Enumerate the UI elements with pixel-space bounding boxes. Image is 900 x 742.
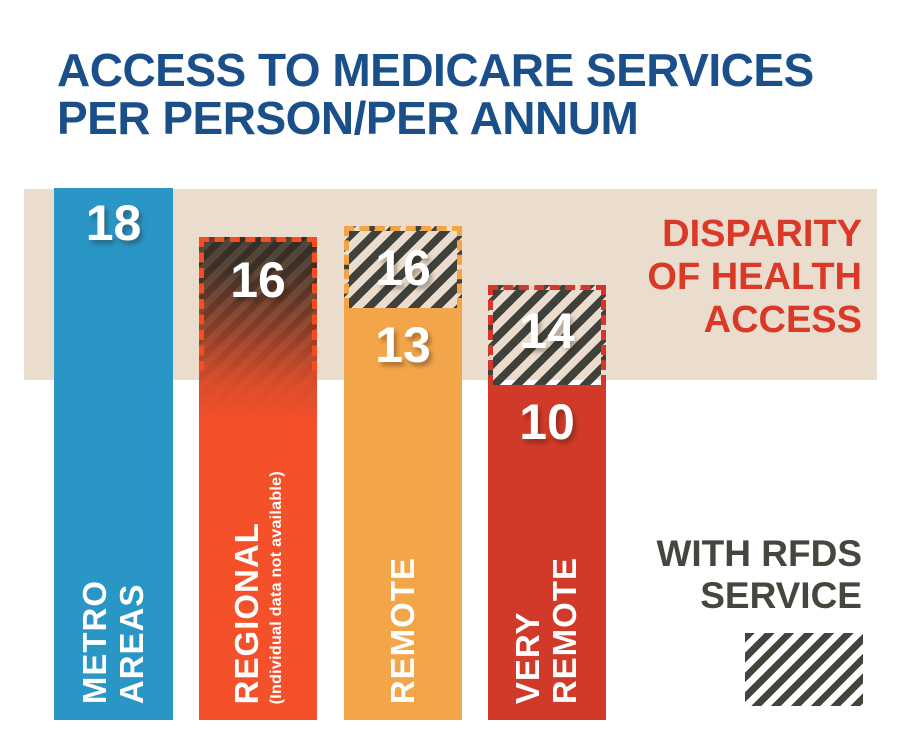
bar-label-remote: REMOTE xyxy=(383,556,422,704)
rfds-value-label-very-remote: 14 xyxy=(519,303,575,359)
bar-label-metro: METRO AREAS xyxy=(75,579,151,704)
bar-label-very-remote-line2: REMOTE xyxy=(546,556,583,704)
bar-label-regional-wrap: REGIONAL (Individual data not available) xyxy=(199,471,317,704)
bar-label-regional-subtext: (Individual data not available) xyxy=(267,470,285,704)
bar-label-regional: REGIONAL (Individual data not available) xyxy=(227,470,288,704)
bar-metro-areas: 18 METRO AREAS xyxy=(54,188,173,720)
bar-label-very-remote-wrap: VERY REMOTE xyxy=(488,557,606,704)
regional-rfds-dashed-outline xyxy=(199,237,317,371)
bar-label-regional-line1: REGIONAL xyxy=(227,521,265,704)
chart-title: ACCESS TO MEDICARE SERVICES PER PERSON/P… xyxy=(57,46,814,142)
legend-label: WITH RFDS SERVICE xyxy=(656,533,862,617)
legend-line1: WITH RFDS xyxy=(656,533,862,574)
diagonal-hatch-swatch-icon xyxy=(745,633,863,706)
chart-title-line2: PER PERSON/PER ANNUM xyxy=(57,92,639,144)
bar-label-metro-wrap: METRO AREAS xyxy=(54,580,173,704)
very-remote-rfds-hatch-segment: 14 xyxy=(488,285,606,385)
legend-line2: SERVICE xyxy=(700,575,862,616)
disparity-annotation: DISPARITY OF HEALTH ACCESS xyxy=(647,213,862,342)
chart-title-line1: ACCESS TO MEDICARE SERVICES xyxy=(57,44,814,96)
remote-rfds-hatch-segment: 16 xyxy=(344,226,462,308)
rfds-value-label-remote: 16 xyxy=(375,240,431,296)
bar-label-remote-wrap: REMOTE xyxy=(344,557,462,704)
disparity-line2: OF HEALTH xyxy=(647,256,862,298)
bar-label-metro-line1: METRO xyxy=(75,579,113,704)
value-label-regional: 16 xyxy=(230,252,286,308)
value-label-very-remote: 10 xyxy=(519,394,575,450)
disparity-line1: DISPARITY xyxy=(662,213,862,255)
bar-label-very-remote-line1: VERY xyxy=(509,611,547,704)
bar-remote: 13 REMOTE xyxy=(344,308,462,720)
value-label-metro: 18 xyxy=(85,195,142,251)
bar-label-metro-line2: AREAS xyxy=(112,583,150,704)
bar-very-remote: 10 VERY REMOTE xyxy=(488,385,606,720)
bar-label-remote-line1: REMOTE xyxy=(383,556,421,704)
disparity-line3: ACCESS xyxy=(703,299,862,341)
value-label-remote: 13 xyxy=(375,317,431,373)
bar-label-very-remote: VERY REMOTE xyxy=(509,556,584,704)
bar-regional: 16 REGIONAL (Individual data not availab… xyxy=(199,237,317,720)
